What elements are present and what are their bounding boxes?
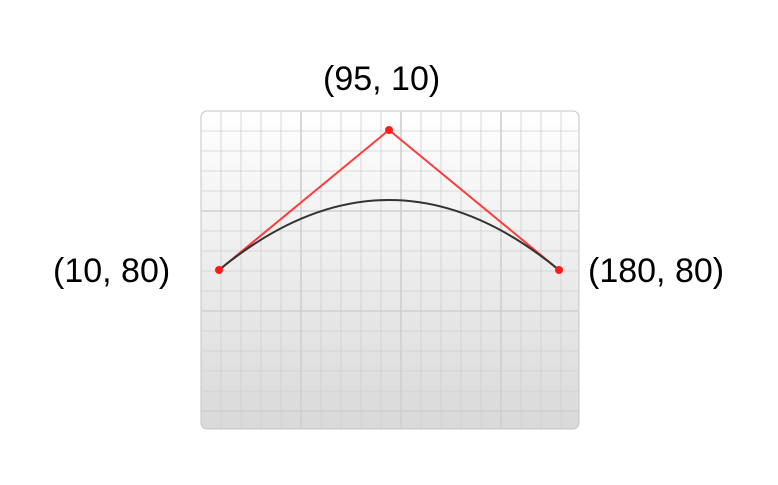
grid-lines bbox=[202, 112, 578, 428]
end-point bbox=[555, 266, 563, 274]
grid-panel bbox=[200, 110, 580, 430]
control-point bbox=[385, 126, 393, 134]
end-point-label: (180, 80) bbox=[588, 252, 725, 290]
bezier-curve bbox=[218, 199, 560, 271]
control-point-label: (95, 10) bbox=[323, 60, 441, 98]
start-point-label: (10, 80) bbox=[53, 252, 171, 290]
start-point bbox=[215, 266, 223, 274]
